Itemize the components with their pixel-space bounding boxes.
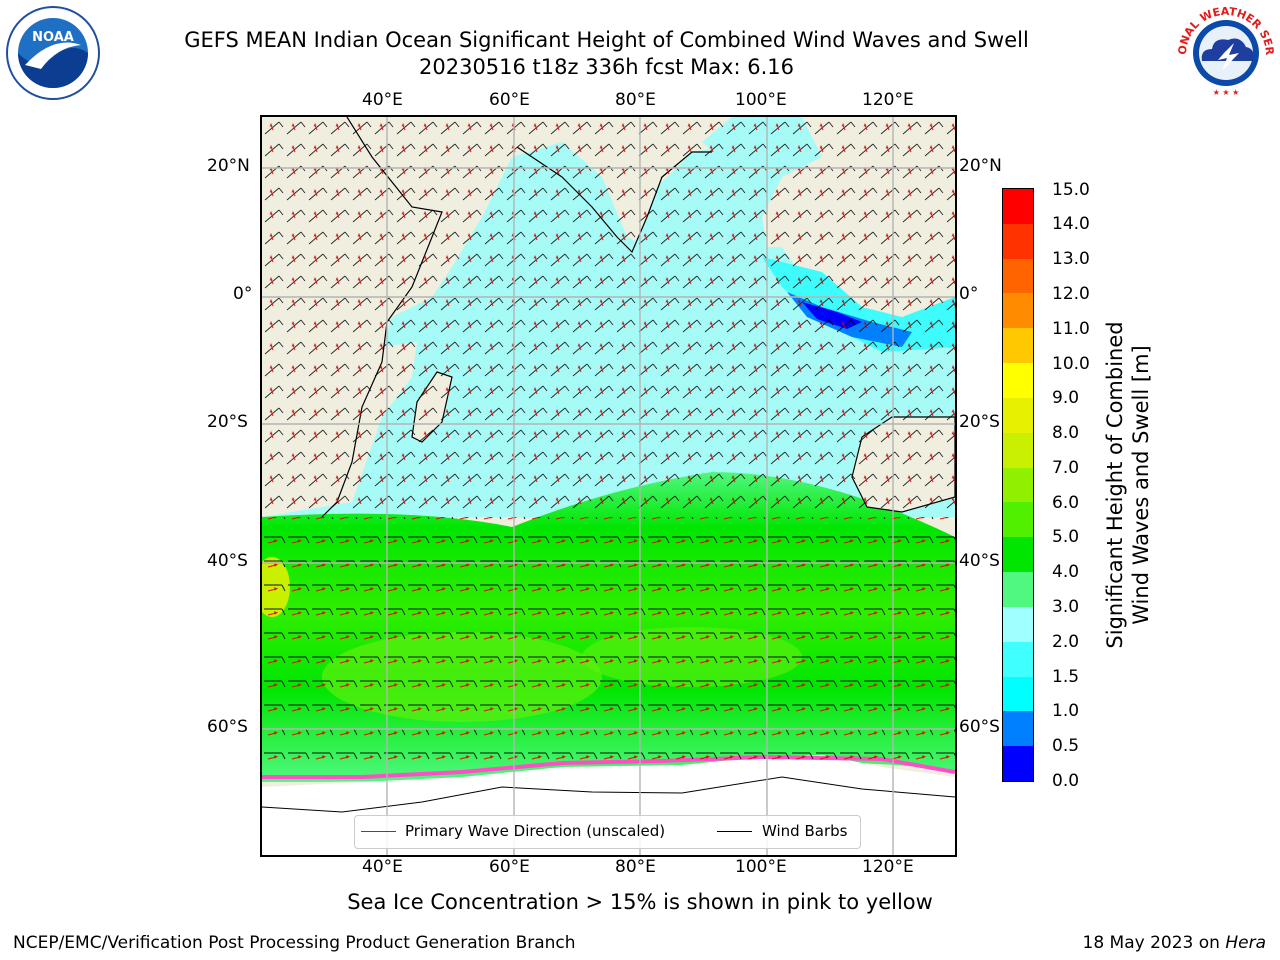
lon-tick-bottom: 40°E	[362, 857, 403, 877]
colorbar-tick: 10.0	[1052, 354, 1090, 374]
lon-tick-top: 120°E	[862, 90, 914, 110]
legend-wind-barbs: Wind Barbs	[762, 822, 848, 840]
lon-tick-top: 80°E	[615, 90, 656, 110]
colorbar-tick: 13.0	[1052, 249, 1090, 269]
lat-tick-left: 0°	[233, 284, 253, 304]
lat-tick-right: 0°	[959, 284, 979, 304]
noaa-logo-text: NOAA	[32, 30, 74, 45]
footer-left: NCEP/EMC/Verification Post Processing Pr…	[13, 933, 576, 953]
wind-barbs-north	[262, 117, 955, 517]
colorbar-segment	[1003, 641, 1033, 677]
nws-logo: NATIONAL WEATHER SERVICE ★ ★ ★	[1176, 3, 1276, 101]
colorbar-tick: 6.0	[1052, 493, 1080, 513]
colorbar-tick: 4.0	[1052, 562, 1080, 582]
lon-tick-bottom: 80°E	[615, 857, 656, 877]
colorbar-segment	[1003, 467, 1033, 503]
title-line-2: 20230516 t18z 336h fcst Max: 6.16	[419, 55, 794, 79]
lat-tick-right: 40°S	[959, 551, 1000, 571]
colorbar-segment	[1003, 328, 1033, 364]
colorbar-segment	[1003, 606, 1033, 642]
colorbar-segment	[1003, 502, 1033, 538]
antarctic-coast	[262, 776, 955, 813]
lat-tick-right: 20°N	[959, 156, 1002, 176]
colorbar-segment	[1003, 293, 1033, 329]
wave-height-map	[260, 115, 957, 857]
map-legend: Primary Wave Direction (unscaled) Wind B…	[354, 815, 861, 849]
colorbar-segment	[1003, 572, 1033, 607]
lon-tick-bottom: 120°E	[862, 857, 914, 877]
colorbar-tick: 5.0	[1052, 527, 1080, 547]
footer-right: 18 May 2023 on Hera	[1083, 933, 1267, 953]
lat-tick-right: 20°S	[959, 412, 1000, 432]
colorbar-segment	[1003, 711, 1033, 747]
colorbar-tick: 3.0	[1052, 597, 1080, 617]
lat-tick-left: 40°S	[207, 551, 248, 571]
colorbar-segment	[1003, 223, 1033, 259]
colorbar-segment	[1003, 746, 1033, 781]
colorbar-segment	[1003, 432, 1033, 468]
colorbar-segment	[1003, 676, 1033, 712]
wind-barbs-south	[262, 517, 955, 772]
colorbar-label-line2: Wind Waves and Swell [m]	[1129, 345, 1153, 625]
map-canvas	[262, 117, 955, 855]
lon-tick-bottom: 100°E	[735, 857, 787, 877]
colorbar-label: Significant Height of Combined Wind Wave…	[1102, 321, 1154, 648]
sea-ice-note: Sea Ice Concentration > 15% is shown in …	[347, 890, 933, 914]
title-line-1: GEFS MEAN Indian Ocean Significant Heigh…	[184, 28, 1029, 52]
svg-text:★ ★ ★: ★ ★ ★	[1213, 88, 1240, 97]
colorbar-segment	[1003, 363, 1033, 398]
colorbar-tick: 11.0	[1052, 319, 1090, 339]
lon-tick-top: 100°E	[735, 90, 787, 110]
colorbar-tick: 2.0	[1052, 632, 1080, 652]
legend-wave-direction: Primary Wave Direction (unscaled)	[405, 822, 666, 840]
colorbar-segment	[1003, 258, 1033, 294]
colorbar-tick: 12.0	[1052, 284, 1090, 304]
colorbar-segment	[1003, 397, 1033, 433]
colorbar-segment	[1003, 537, 1033, 573]
colorbar-tick: 8.0	[1052, 423, 1080, 443]
colorbar-tick: 9.0	[1052, 388, 1080, 408]
wind-barbs-swatch	[717, 831, 752, 832]
footer-machine: Hera	[1225, 933, 1266, 953]
lon-tick-bottom: 60°E	[489, 857, 530, 877]
colorbar-tick: 15.0	[1052, 180, 1090, 200]
colorbar-tick: 7.0	[1052, 458, 1080, 478]
wave-direction-swatch	[361, 831, 396, 832]
lon-tick-top: 40°E	[362, 90, 403, 110]
footer-date: 18 May 2023 on	[1082, 933, 1226, 953]
colorbar-tick: 1.5	[1052, 667, 1080, 687]
colorbar-tick: 0.5	[1052, 736, 1080, 756]
colorbar-tick: 0.0	[1052, 771, 1080, 791]
lon-tick-top: 60°E	[489, 90, 530, 110]
noaa-logo: NOAA	[6, 6, 100, 100]
colorbar-tick: 14.0	[1052, 214, 1090, 234]
lat-tick-left: 20°N	[207, 156, 250, 176]
lat-tick-left: 60°S	[207, 717, 248, 737]
colorbar-label-line1: Significant Height of Combined	[1103, 321, 1127, 649]
lat-tick-left: 20°S	[207, 412, 248, 432]
lat-tick-right: 60°S	[959, 717, 1000, 737]
graticule	[262, 117, 955, 855]
colorbar-tick: 1.0	[1052, 701, 1080, 721]
colorbar	[1002, 188, 1034, 782]
colorbar-segment	[1003, 189, 1033, 224]
